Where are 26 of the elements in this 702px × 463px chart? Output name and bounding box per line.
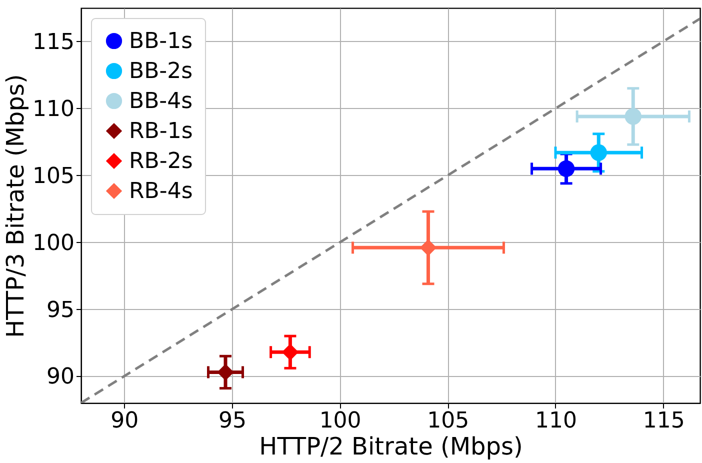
- point: [420, 239, 437, 256]
- y-tick-label: 115: [32, 30, 74, 55]
- y-tick-label: 100: [32, 230, 74, 256]
- x-tick-label: 105: [427, 408, 470, 434]
- legend-label: BB-1s: [129, 29, 193, 54]
- legend-label: RB-2s: [129, 149, 193, 174]
- point: [217, 364, 234, 381]
- x-tick-label: 100: [319, 408, 362, 434]
- point: [558, 160, 575, 178]
- y-tick-label: 90: [46, 364, 74, 390]
- x-tick-label: 95: [218, 408, 246, 434]
- x-tick-label: 115: [642, 408, 685, 434]
- point: [282, 344, 299, 360]
- point: [624, 108, 642, 125]
- y-tick-label: 105: [32, 164, 74, 189]
- x-tick-label: 110: [534, 408, 577, 434]
- legend-label: RB-4s: [129, 179, 193, 204]
- legend-label: RB-1s: [129, 119, 193, 144]
- y-axis-title: HTTP/3 Bitrate (Mbps): [2, 74, 30, 338]
- x-tick-label: 90: [110, 408, 139, 434]
- legend-label: BB-2s: [129, 59, 193, 84]
- y-tick-label: 110: [32, 96, 74, 122]
- x-axis-title: HTTP/2 Bitrate (Mbps): [259, 432, 523, 460]
- legend-label: BB-4s: [129, 89, 193, 114]
- y-tick-label: 95: [46, 298, 74, 323]
- point: [590, 144, 607, 161]
